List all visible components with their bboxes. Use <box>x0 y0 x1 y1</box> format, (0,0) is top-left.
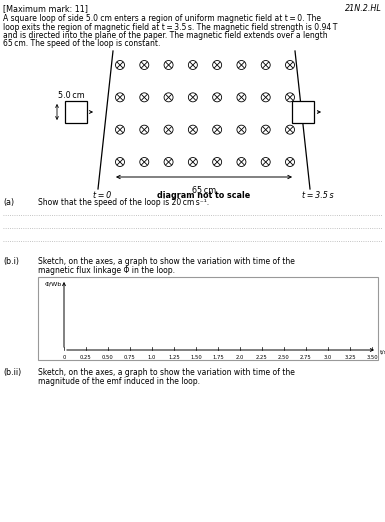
Bar <box>65 101 87 123</box>
Text: 3.0: 3.0 <box>324 355 332 360</box>
Text: 65 cm. The speed of the loop is constant.: 65 cm. The speed of the loop is constant… <box>3 40 161 49</box>
Text: A square loop of side 5.0 cm enters a region of uniform magnetic field at t = 0.: A square loop of side 5.0 cm enters a re… <box>3 14 321 23</box>
Text: magnetic flux linkage Φ in the loop.: magnetic flux linkage Φ in the loop. <box>38 266 175 275</box>
Text: loop exits the region of magnetic field at t = 3.5 s. The magnetic field strengt: loop exits the region of magnetic field … <box>3 22 337 31</box>
Text: 3.50: 3.50 <box>366 355 378 360</box>
Text: 0.25: 0.25 <box>80 355 92 360</box>
Text: 0: 0 <box>62 355 66 360</box>
Text: 1.25: 1.25 <box>168 355 180 360</box>
Bar <box>292 101 314 123</box>
Text: and is directed into the plane of the paper. The magnetic field extends over a l: and is directed into the plane of the pa… <box>3 31 328 40</box>
Text: 21N.2.HL: 21N.2.HL <box>345 4 382 13</box>
Text: 2.75: 2.75 <box>300 355 312 360</box>
Text: (b.ii): (b.ii) <box>3 368 21 377</box>
Text: 1.0: 1.0 <box>148 355 156 360</box>
Text: 65 cm: 65 cm <box>192 186 216 195</box>
Text: 2.25: 2.25 <box>256 355 268 360</box>
Text: diagram not to scale: diagram not to scale <box>157 191 251 200</box>
Text: 2.50: 2.50 <box>278 355 290 360</box>
Text: 1.50: 1.50 <box>190 355 202 360</box>
Text: t = 3.5 s: t = 3.5 s <box>302 191 334 200</box>
Text: 5.0 cm: 5.0 cm <box>58 91 85 100</box>
Text: t/s: t/s <box>380 350 385 354</box>
Text: 0.50: 0.50 <box>102 355 114 360</box>
Text: Sketch, on the axes, a graph to show the variation with time of the: Sketch, on the axes, a graph to show the… <box>38 257 295 266</box>
Bar <box>38 277 378 360</box>
Text: 0.75: 0.75 <box>124 355 136 360</box>
Text: [Maximum mark: 11]: [Maximum mark: 11] <box>3 4 88 13</box>
Text: magnitude of the emf induced in the loop.: magnitude of the emf induced in the loop… <box>38 377 200 386</box>
Text: (b.i): (b.i) <box>3 257 19 266</box>
Text: Φ/Wb: Φ/Wb <box>45 282 62 287</box>
Text: (a): (a) <box>3 198 14 207</box>
Text: Show that the speed of the loop is 20 cm s⁻¹.: Show that the speed of the loop is 20 cm… <box>38 198 209 207</box>
Text: Sketch, on the axes, a graph to show the variation with time of the: Sketch, on the axes, a graph to show the… <box>38 368 295 377</box>
Text: 1.75: 1.75 <box>212 355 224 360</box>
Text: t = 0: t = 0 <box>93 191 111 200</box>
Text: 2.0: 2.0 <box>236 355 244 360</box>
Text: 3.25: 3.25 <box>344 355 356 360</box>
